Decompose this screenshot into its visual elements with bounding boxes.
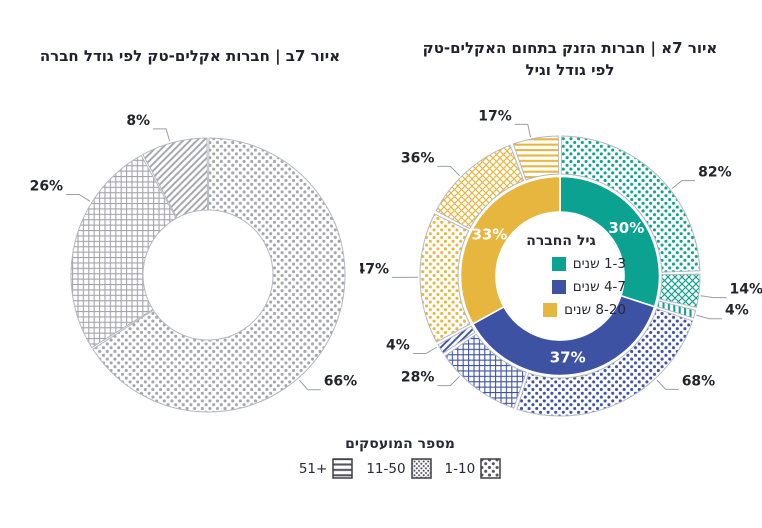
outer-donut-segment [516,308,694,417]
left-chart-title: איור 7ב | חברות אקלים-טק לפי גודל חברה [39,47,341,65]
age-legend-item: 1-3 שנים [496,256,626,272]
label-leader-line [437,165,460,176]
employee-legend-pattern-swatch-icon [410,458,432,479]
outer-donut-segment [512,135,560,181]
donut-segment [142,137,209,219]
outer-donut-segment [658,273,701,309]
label-leader-line [656,379,679,390]
employee-legend-item: 11-50 [366,458,432,479]
employee-legend-item-label: 51+ [298,460,328,477]
inner-percent-label: 37% [550,349,586,367]
inner-percent-label: 33% [471,225,507,243]
age-legend: גיל החברה 1-3 שנים 4-7 שנים 8-20 שנים [496,233,626,325]
inner-percent-label: 30% [608,219,644,237]
label-leader-line [696,314,722,320]
donut-segment [92,137,346,413]
percent-label: 4% [386,338,410,354]
employee-legend-item-label: 1-10 [444,460,476,477]
age-legend-items: 1-3 שנים 4-7 שנים 8-20 שנים [496,256,626,318]
percent-label: 28% [401,370,435,386]
donut-svg: 66% 26% 8% [30,113,358,413]
label-leader-line [437,376,460,387]
employee-legend-title: מספר המועסקים [345,436,455,452]
outer-donut-segment [444,333,527,409]
size-age-nested-donut-chart: 82% 14% 4% 30% 68% 28% 4% 37% 47% 36% 17% 33% [360,95,762,440]
company-size-donut-chart: 66% 26% 8% [18,95,398,440]
age-legend-item: 8-20 שנים [496,302,626,318]
outer-donut-segment [419,213,471,343]
outer-donut-segment [435,144,525,230]
age-legend-item-label: 4-7 שנים [572,279,626,295]
employee-legend-items: 51+ 11-50 1-10 [278,458,522,479]
employee-legend-pattern-swatch-icon [332,458,354,479]
age-legend-title: גיל החברה [526,233,596,249]
percent-label: 14% [730,282,762,298]
label-leader-line [153,128,171,142]
age-legend-item-label: 1-3 שנים [572,256,626,272]
right-chart-title-line2: לפי גודל וגיל [525,60,615,79]
outer-donut-segment [656,300,697,319]
percent-label: 4% [725,303,749,319]
right-chart-title: איור 7א | חברות הזנק בתחום האקלים-טק לפי… [395,38,745,82]
percent-label: 36% [401,150,435,166]
percent-label: 17% [478,108,512,124]
age-legend-item: 4-7 שנים [496,279,626,295]
employee-legend-item: 51+ [299,458,354,479]
employee-legend-pattern-swatch-icon [480,458,501,479]
donut-segment [70,154,177,349]
label-leader-line [298,379,321,391]
donut-svg: 82% 14% 4% 30% 68% 28% 4% 37% 47% 36% 17% 33% [360,108,762,417]
outer-donut-segment [560,135,701,273]
age-legend-color-swatch-icon [551,280,566,294]
percent-label: 26% [30,179,64,195]
label-leader-line [412,346,438,354]
outer-donut-segment [437,325,476,354]
label-leader-line [66,194,91,202]
percent-label: 68% [682,373,716,389]
percent-label: 8% [126,113,150,129]
age-legend-color-swatch-icon [551,257,566,271]
percent-label: 66% [324,374,358,390]
label-leader-line [514,123,531,138]
age-legend-item-label: 8-20 שנים [564,302,626,318]
percent-label: 47% [360,261,389,277]
employee-legend-item: 1-10 [445,458,502,479]
age-legend-color-swatch-icon [543,303,558,317]
label-leader-line [700,295,727,299]
percent-label: 82% [698,165,732,181]
label-leader-line [671,180,696,189]
right-chart-title-line1: איור 7א | חברות הזנק בתחום האקלים-טק [422,39,718,57]
inner-donut-segment [471,294,656,377]
inner-donut-segment [459,175,561,326]
employee-legend-item-label: 11-50 [366,460,406,477]
